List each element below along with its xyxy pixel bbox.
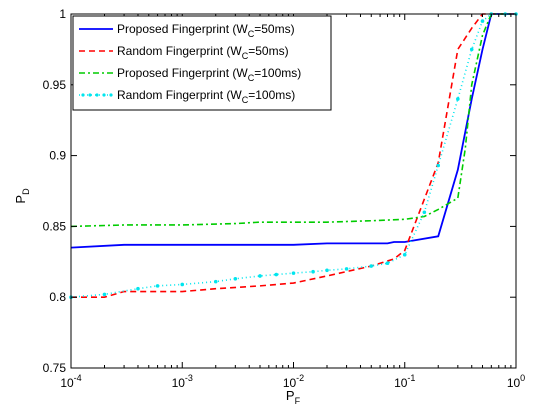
legend-label-sub: C (248, 73, 255, 83)
x-tick-label: 10-1 (394, 373, 415, 390)
x-tick-label-base: 10 (172, 376, 186, 390)
legend-label-post: =100ms) (254, 66, 301, 80)
x-tick-label-exp: -1 (407, 373, 415, 383)
series-point-4 (422, 210, 427, 215)
legend-swatch-dot (88, 93, 92, 97)
x-tick-label-exp: -4 (74, 373, 82, 383)
y-tick-label: 0.9 (49, 149, 66, 163)
y-axis-label-base: P (13, 195, 28, 204)
x-axis-label: PF (286, 388, 301, 406)
x-tick-label-base: 10 (283, 376, 297, 390)
y-tick-label: 0.95 (43, 78, 67, 92)
y-tick-label: 0.85 (43, 219, 67, 233)
series-point-4 (155, 284, 160, 288)
y-tick-label: 1 (59, 7, 66, 21)
series-point-4 (291, 271, 296, 275)
legend-label-post: =100ms) (248, 88, 295, 102)
y-axis-label-sub: D (21, 188, 31, 195)
legend-label: Proposed Fingerprint (WC=50ms) (117, 22, 295, 39)
legend-swatch-dot (102, 93, 106, 97)
legend-swatch-dot (109, 93, 113, 97)
series-point-4 (469, 47, 474, 52)
legend-label-sub: C (242, 51, 249, 61)
series-point-4 (274, 272, 279, 277)
series-point-4 (311, 269, 315, 274)
legend-label: Random Fingerprint (WC=50ms) (117, 44, 289, 61)
legend-label: Proposed Fingerprint (WC=100ms) (117, 66, 301, 83)
series-point-4 (180, 282, 185, 287)
y-tick-label: 0.75 (43, 361, 67, 375)
legend-label-post: =50ms) (248, 44, 288, 58)
series-point-4 (385, 261, 390, 266)
series-point-4 (369, 264, 374, 268)
y-tick-label: 0.8 (49, 290, 66, 304)
legend-box (72, 15, 332, 111)
y-axis-label: PD (13, 188, 31, 204)
series-point-4 (102, 292, 107, 297)
series-line-2 (71, 13, 516, 299)
x-tick-label: 10-4 (60, 373, 81, 390)
x-axis-label-sub: F (295, 396, 301, 406)
x-axis-label-base: P (286, 388, 295, 403)
x-tick-label: 10-2 (283, 373, 304, 390)
legend-swatch-dot (95, 93, 99, 97)
series-line-3 (70, 13, 516, 228)
legend-label-pre: Proposed Fingerprint (W (117, 66, 248, 80)
x-tick-label-base: 10 (60, 376, 74, 390)
legend-label-sub: C (242, 95, 249, 105)
series-point-4 (480, 19, 485, 23)
x-tick-label-exp: -3 (185, 373, 193, 383)
x-tick-label-base: 10 (507, 376, 521, 390)
x-tick-label: 10-3 (172, 373, 193, 390)
series-point-4 (136, 286, 140, 291)
legend-label-sub: C (248, 29, 255, 39)
legend-label-pre: Proposed Fingerprint (W (117, 22, 248, 36)
legend-label-pre: Random Fingerprint (W (117, 88, 242, 102)
legend-label-post: =50ms) (254, 22, 294, 36)
legend-swatch-dot (81, 93, 85, 97)
legend-label: Random Fingerprint (WC=100ms) (117, 88, 295, 105)
series-line-1 (70, 13, 516, 249)
series-point-4 (325, 268, 329, 273)
series-point-4 (233, 276, 238, 281)
series-point-4 (344, 267, 349, 271)
legend: Proposed Fingerprint (WC=50ms)Random Fin… (72, 15, 332, 111)
x-tick-label-base: 10 (394, 376, 408, 390)
series-point-4 (456, 97, 460, 101)
x-tick-label-exp: -2 (296, 373, 304, 383)
legend-label-pre: Random Fingerprint (W (117, 44, 242, 58)
series-point-4 (258, 274, 262, 278)
x-tick-label-exp: 0 (520, 373, 525, 383)
series-layer (69, 12, 518, 300)
series-point-4 (436, 163, 441, 168)
x-tick-label: 100 (507, 373, 525, 390)
series-point-4 (402, 252, 407, 257)
series-point-4 (213, 279, 218, 284)
